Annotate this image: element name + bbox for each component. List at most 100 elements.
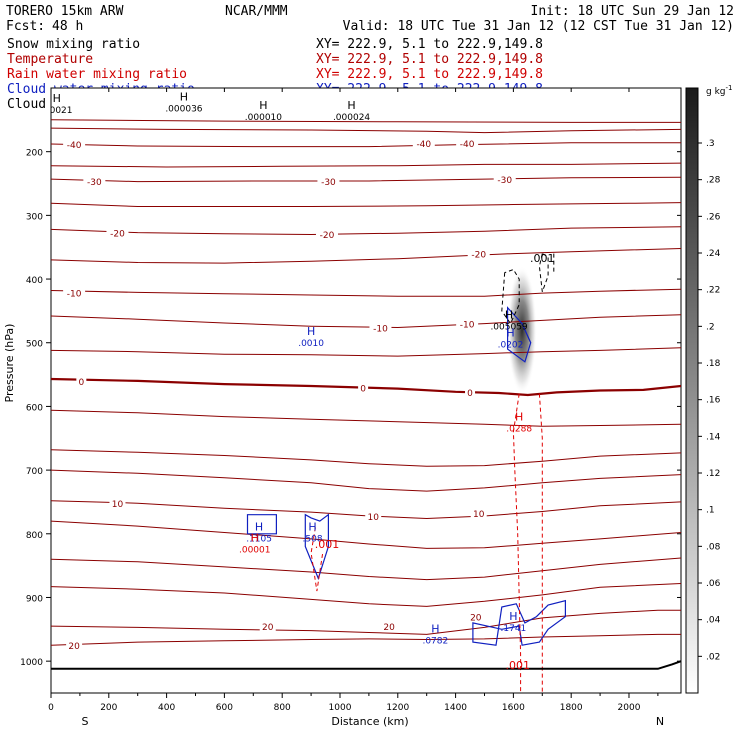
colorbar-tick-label: .18 xyxy=(706,359,721,369)
contour-label: -30 xyxy=(87,178,102,188)
contour-label-bg xyxy=(465,385,476,397)
temperature-contour xyxy=(51,583,681,607)
snow-maximum-shade xyxy=(507,265,537,395)
x-right-end-label: N xyxy=(656,715,664,728)
contour-label: -30 xyxy=(497,176,512,186)
contour-label: 0 xyxy=(360,384,366,394)
colorbar-tick-label: .14 xyxy=(706,432,721,442)
valid-time: Valid: 18 UTC Tue 31 Jan 12 (12 CST Tue … xyxy=(343,19,734,34)
contour-label-bg xyxy=(66,639,83,651)
rain-contour xyxy=(310,527,324,592)
extremum-value: .000024 xyxy=(333,113,370,123)
contour-label: -20 xyxy=(471,251,486,261)
cloud-water-contours xyxy=(246,306,566,646)
x-tick-label: 2000 xyxy=(618,703,641,713)
snow-shading xyxy=(507,265,537,395)
terrain-line xyxy=(51,660,681,670)
y-tick-label: 400 xyxy=(26,276,43,286)
contour-label-bg xyxy=(381,620,398,632)
field-xy: XY= 222.9, 5.1 to 222.9,149.8 xyxy=(316,52,543,67)
extremum-marker: H xyxy=(347,99,355,112)
extremum-value: .00001 xyxy=(239,545,271,555)
temperature-contour xyxy=(51,119,681,123)
forecast-label: Fcst: xyxy=(6,19,45,34)
extremum-value: .1105 xyxy=(246,535,272,545)
cloud-water-contour xyxy=(507,306,532,363)
contour-label: -10 xyxy=(373,324,388,334)
y-axis-title: Pressure (hPa) xyxy=(3,324,16,403)
colorbar-ticks: .02 .04 .06 .08 .1 .12 .14 .16 .18 .2 .22 .24 .26 .28… xyxy=(698,139,721,662)
extremum-marker: H xyxy=(53,92,61,105)
contour-label: -30 xyxy=(321,178,336,188)
contour-label-bg xyxy=(369,321,392,333)
init-time: Init: 18 UTC Sun 29 Jan 12 xyxy=(531,4,735,19)
contour-label: -40 xyxy=(67,141,82,151)
rain-contour xyxy=(512,393,522,693)
colorbar-tick-label: .28 xyxy=(706,176,721,186)
colorbar-tick-label: .1 xyxy=(706,506,715,516)
forecast-hours: 48 h xyxy=(52,19,83,34)
contour-label-bg xyxy=(358,381,369,393)
contour-label-bg xyxy=(456,136,479,148)
contour-label: -20 xyxy=(110,230,125,240)
extremum-marker: .001 xyxy=(505,659,530,672)
contour-label: -40 xyxy=(460,140,475,150)
extremum-value: .1741 xyxy=(501,624,527,634)
contour-label: 10 xyxy=(473,510,485,520)
temperature-contour xyxy=(51,314,681,329)
contour-label-bg xyxy=(63,138,86,150)
temperature-contour xyxy=(51,288,681,297)
contour-label: 10 xyxy=(367,513,379,523)
extremum-value: .0782 xyxy=(422,637,448,647)
field-xy: XY= 222.9, 5.1 to 222.9,149.8 xyxy=(316,37,543,52)
model-title: TORERO 15km ARW xyxy=(6,4,124,19)
x-tick-label: 1600 xyxy=(502,703,525,713)
extremum-marker: H xyxy=(515,410,523,423)
contour-label-bg xyxy=(412,136,435,148)
cloud-water-contour xyxy=(472,599,566,646)
temperature-contour xyxy=(51,633,681,646)
terrain-surface xyxy=(51,660,681,670)
contour-labels: -40 -40 -40 -30 -30 -30 -20 -20 -20 -10 -10 -10 0 0 0 1… xyxy=(63,136,516,652)
contour-label-bg xyxy=(456,317,479,329)
extremum-marker: H xyxy=(506,326,514,339)
y-tick-label: 200 xyxy=(26,149,43,159)
contour-label: -40 xyxy=(416,140,431,150)
x-tick-label: 800 xyxy=(274,703,291,713)
temperature-contour xyxy=(51,557,681,581)
contour-label-bg xyxy=(76,374,87,386)
colorbar-tick-label: .3 xyxy=(706,139,715,149)
extremum-marker: H xyxy=(505,309,513,322)
contour-label: 20 xyxy=(383,623,395,633)
contour-label-bg xyxy=(467,610,484,622)
temperature-contour xyxy=(51,176,681,183)
colorbar-tick-label: .22 xyxy=(706,286,720,296)
temperature-contour xyxy=(51,248,681,264)
extremum-value: .0202 xyxy=(498,340,524,350)
contour-label: 20 xyxy=(68,642,80,652)
colorbar-tick-label: .26 xyxy=(706,212,721,222)
contour-label: 0 xyxy=(78,378,84,388)
x-tick-label: 1000 xyxy=(329,703,352,713)
temperature-contour xyxy=(51,142,681,148)
x-tick-label: 1400 xyxy=(444,703,467,713)
rain-contour xyxy=(538,393,543,693)
extremum-value: .005059 xyxy=(490,323,527,333)
y-tick-label: 1000 xyxy=(20,658,43,668)
colorbar-tick-label: .12 xyxy=(706,469,720,479)
extremum-marker: .001 xyxy=(315,538,340,551)
colorbar-tick-label: .06 xyxy=(706,579,721,589)
contour-label-bg xyxy=(493,173,516,185)
colorbar-tick-label: .08 xyxy=(706,542,721,552)
contour-label: 10 xyxy=(112,500,124,510)
field-name: Rain water mixing ratio xyxy=(7,67,187,82)
x-tick-label: 400 xyxy=(158,703,175,713)
contour-label: -20 xyxy=(320,231,335,241)
extremum-marker: H xyxy=(180,91,188,104)
snow-ice-contour xyxy=(538,252,549,292)
y-tick-label: 300 xyxy=(26,212,43,222)
contour-label-bg xyxy=(317,174,340,186)
rain-contours xyxy=(310,393,543,693)
